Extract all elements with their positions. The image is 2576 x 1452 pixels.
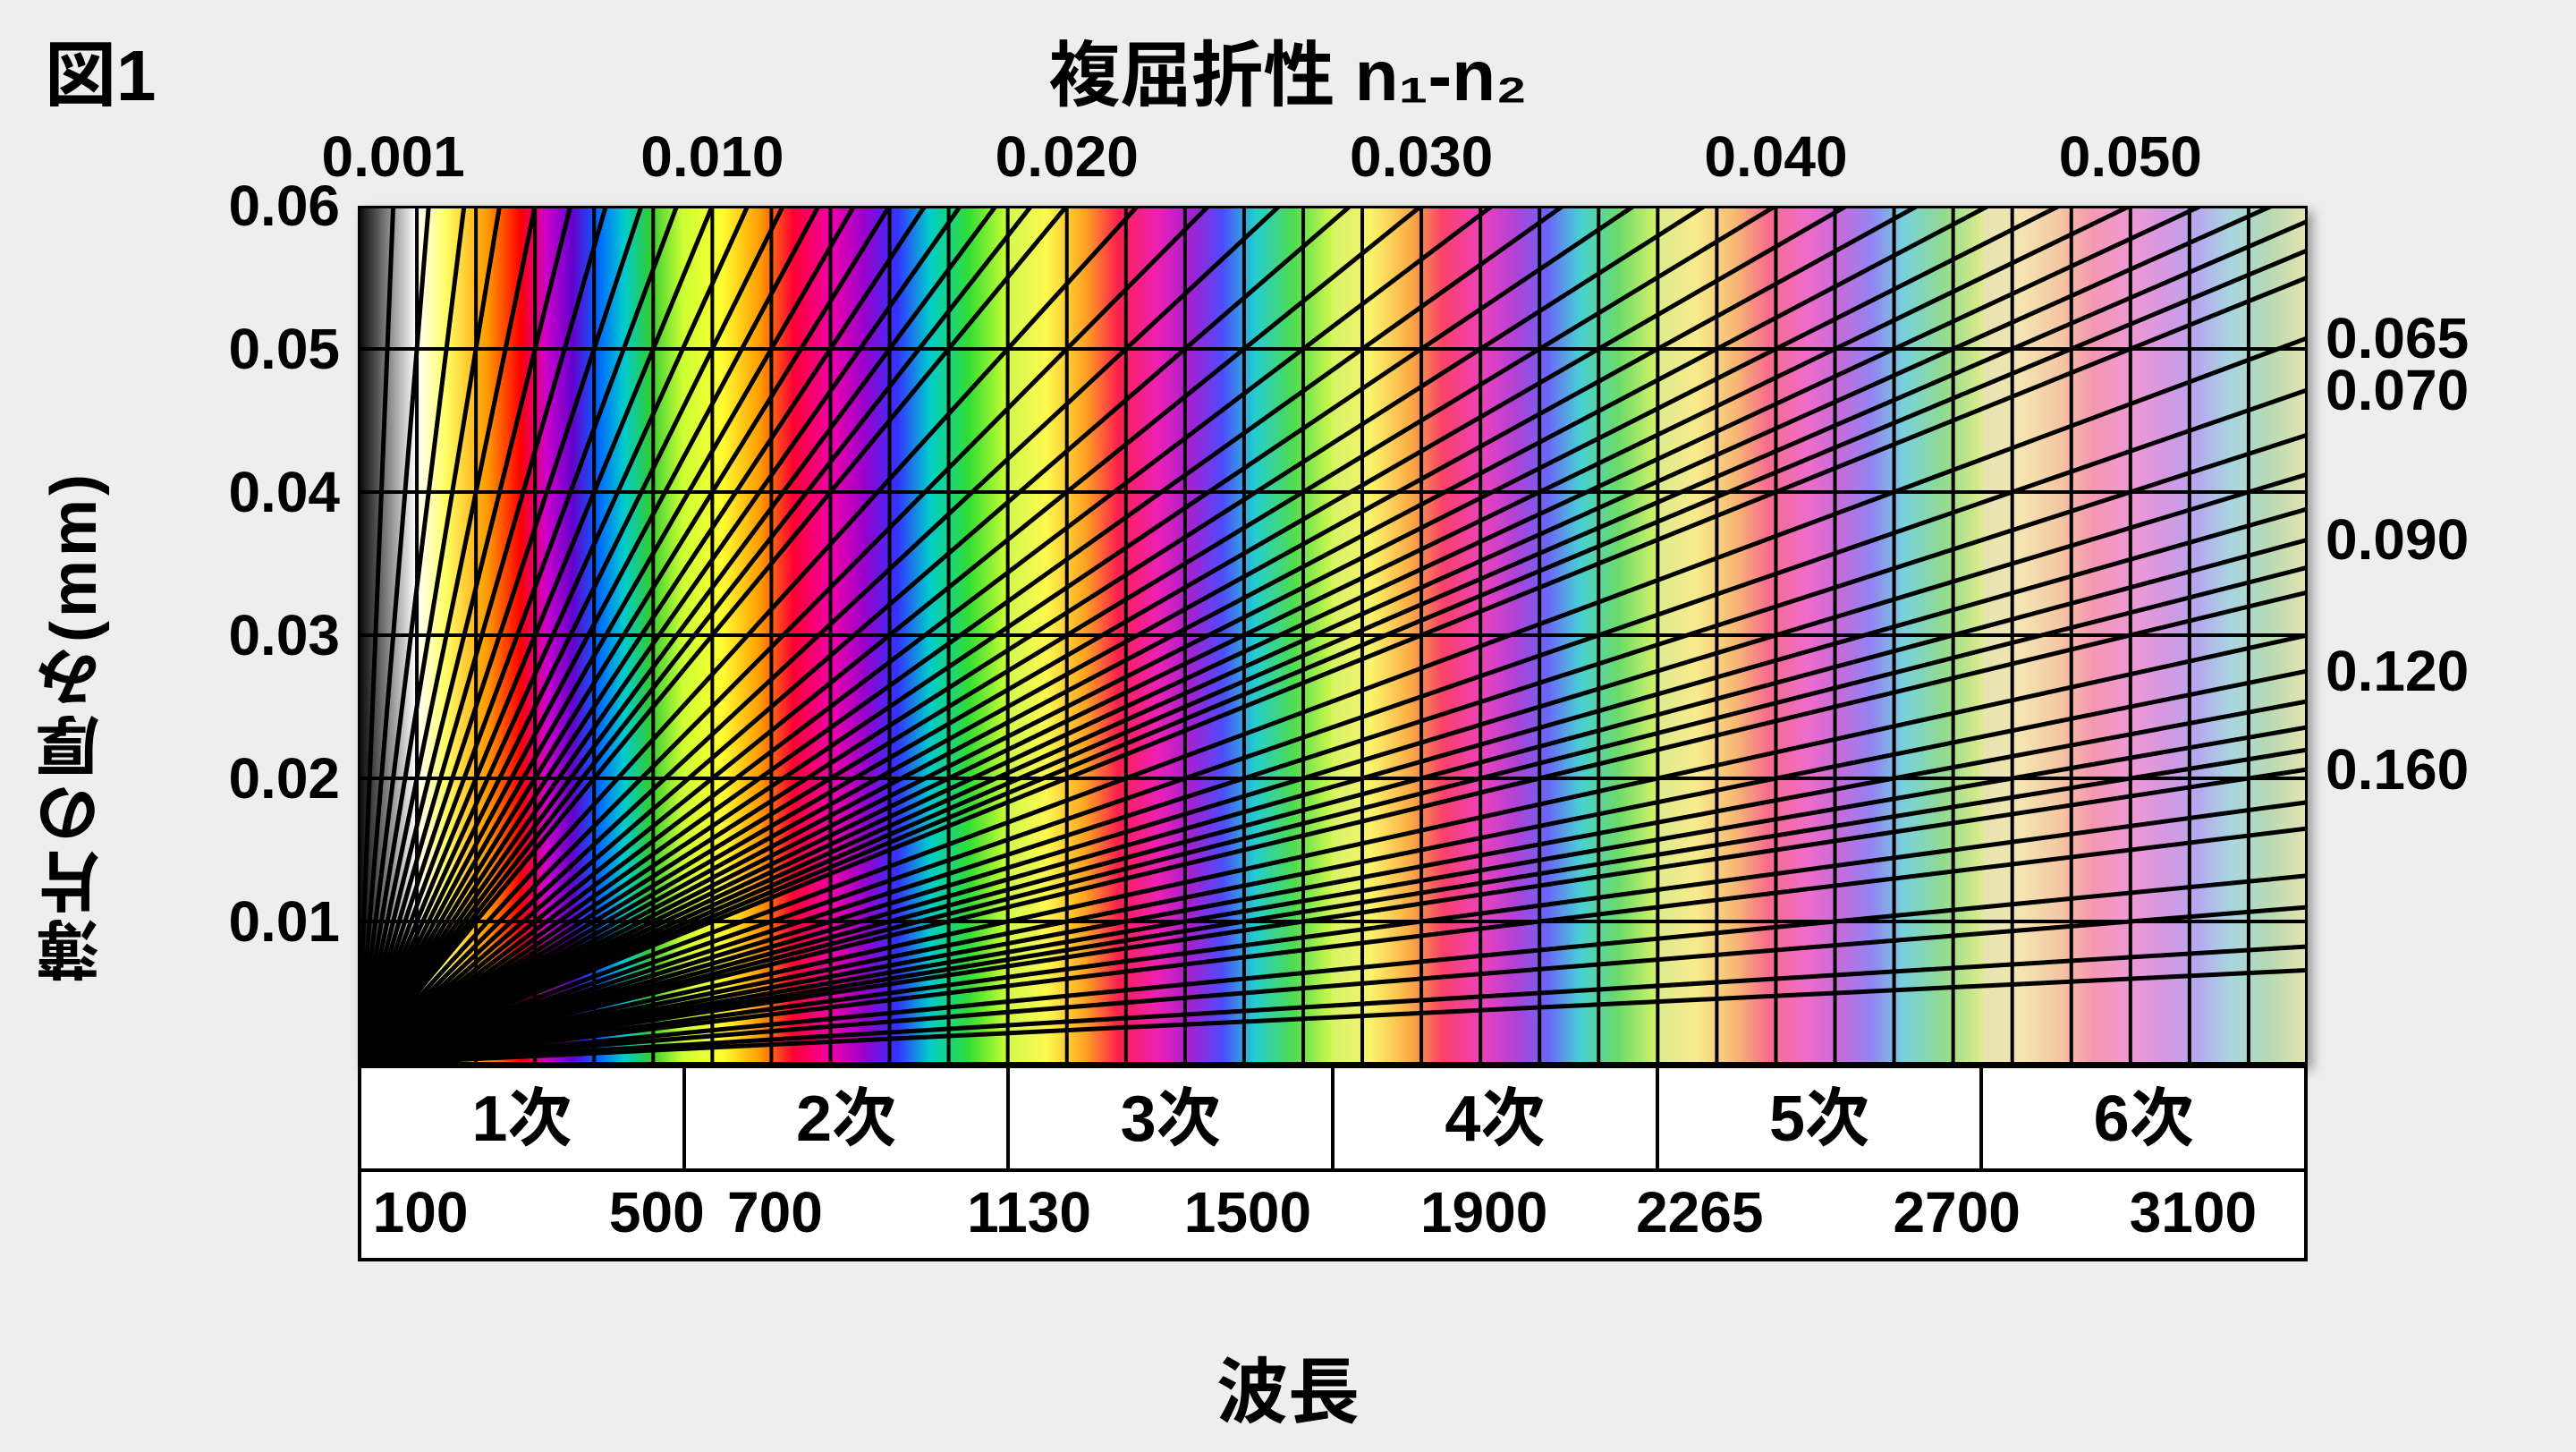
michel-levy-chart (358, 206, 2308, 1065)
interference-order-row: 1次2次3次4次5次6次 (358, 1065, 2308, 1172)
order-cell: 2次 (686, 1068, 1011, 1168)
left-axis-title: 薄片の厚み(mm) (27, 471, 121, 982)
x-top-tick: 0.050 (2059, 123, 2202, 190)
y-left-tick: 0.03 (228, 602, 340, 668)
x-top-tick: 0.040 (1704, 123, 1847, 190)
wavelength-label: 1900 (1420, 1179, 1547, 1245)
y-right-tick: 0.090 (2326, 506, 2469, 573)
x-top-tick: 0.030 (1350, 123, 1493, 190)
x-top-tick: 0.010 (640, 123, 784, 190)
y-right-tick: 0.120 (2326, 638, 2469, 704)
wavelength-label: 700 (727, 1179, 823, 1245)
top-axis-title: 複屈折性 n₁-n₂ (0, 18, 2576, 122)
wavelength-label: 1500 (1184, 1179, 1311, 1245)
wavelength-label: 2265 (1636, 1179, 1763, 1245)
wavelength-label: 500 (609, 1179, 705, 1245)
wavelength-label: 100 (373, 1179, 469, 1245)
y-left-tick: 0.05 (228, 316, 340, 382)
order-cell: 1次 (361, 1068, 686, 1168)
y-left-tick: 0.04 (228, 459, 340, 525)
order-cell: 5次 (1659, 1068, 1984, 1168)
bottom-axis-title: 波長 (0, 1335, 2576, 1439)
y-right-tick: 0.160 (2326, 736, 2469, 802)
y-left-tick: 0.02 (228, 745, 340, 811)
y-left-tick: 0.01 (228, 888, 340, 955)
wavelength-label: 1130 (967, 1179, 1091, 1245)
order-cell: 6次 (1983, 1068, 2304, 1168)
wavelength-label: 2700 (1893, 1179, 2020, 1245)
order-cell: 4次 (1335, 1068, 1659, 1168)
x-top-tick: 0.001 (322, 123, 465, 190)
y-right-tick: 0.070 (2326, 357, 2469, 423)
wavelength-label: 3100 (2130, 1179, 2257, 1245)
wavelength-row: 100 500 700 1130 1500 1900 2265 2700 3100 (358, 1172, 2308, 1261)
x-top-tick: 0.020 (996, 123, 1139, 190)
order-cell: 3次 (1010, 1068, 1335, 1168)
figure-root: 図1 複屈折性 n₁-n₂ 薄片の厚み(mm) 波長 1次2次3次4次5次6次 … (0, 0, 2576, 1452)
